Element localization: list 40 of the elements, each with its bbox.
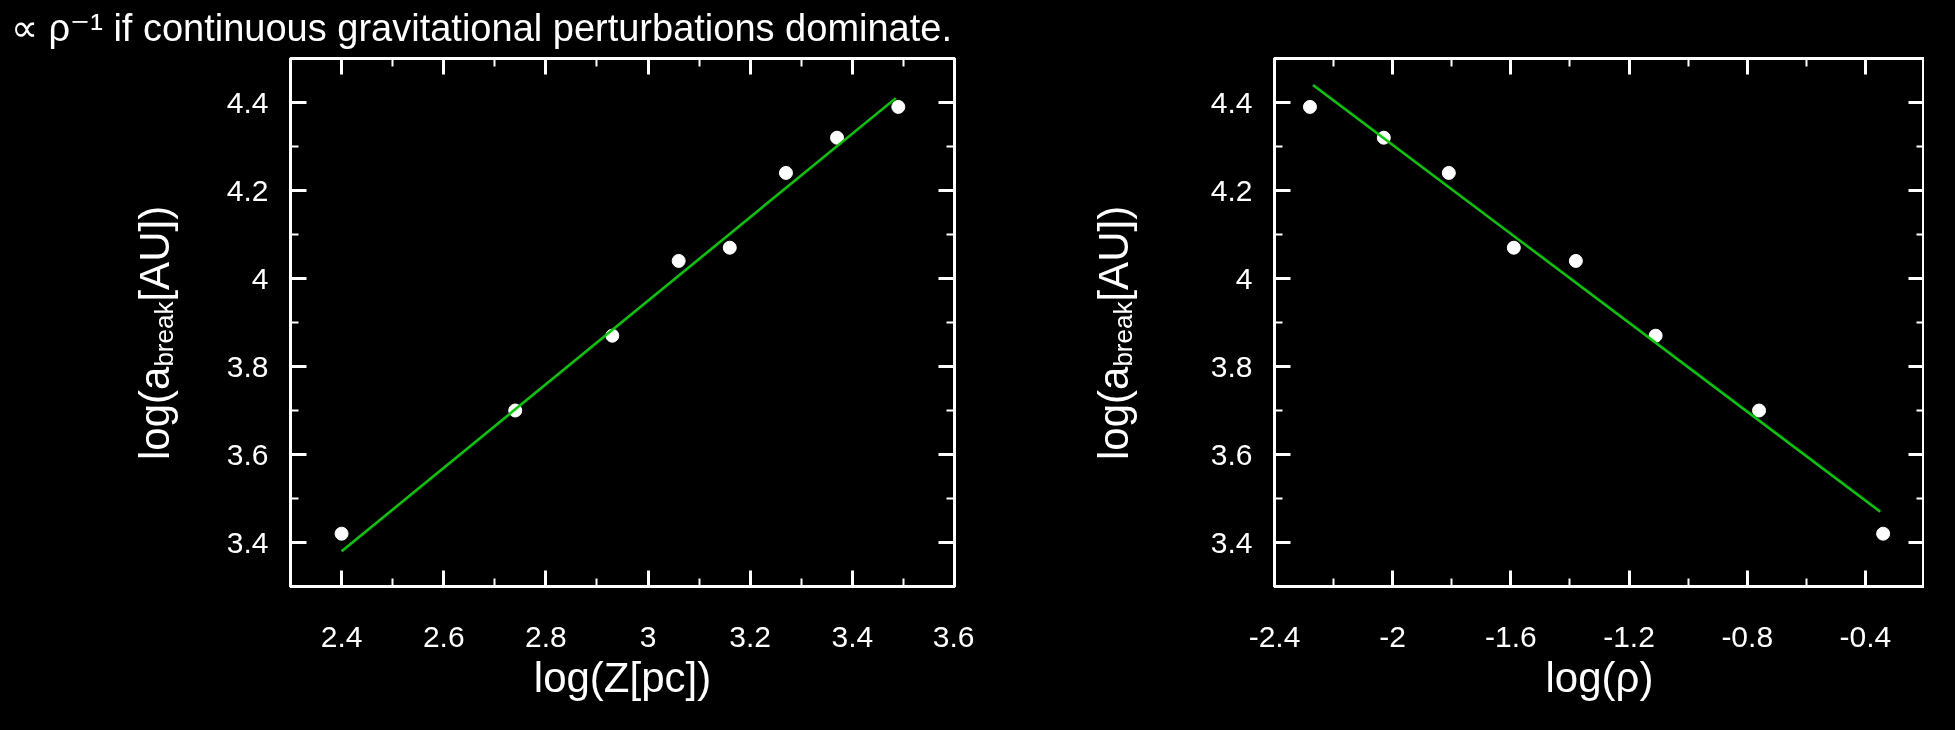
- x-tick-label: 3.2: [729, 619, 772, 653]
- point: [722, 240, 737, 255]
- x-tick-label: -2.4: [1248, 619, 1301, 653]
- x-tick-label: 2.8: [525, 619, 567, 653]
- x-tick-label: -2: [1379, 619, 1407, 653]
- point: [778, 165, 793, 180]
- x-tick-label: -0.4: [1839, 619, 1892, 653]
- y-tick-label: 4.2: [226, 173, 269, 207]
- y-tick-label: 4: [1235, 261, 1253, 295]
- y-tick-label: 4.2: [1210, 173, 1253, 207]
- y-tick-label: 3.8: [1210, 349, 1253, 383]
- point: [830, 130, 845, 145]
- y-tick-label: 3.4: [226, 525, 269, 559]
- x-tick-label: -0.8: [1721, 619, 1774, 653]
- y-tick-label: 3.6: [1210, 437, 1253, 471]
- point: [1302, 99, 1317, 114]
- y-tick-label: 4.4: [226, 85, 269, 119]
- point: [891, 99, 906, 114]
- y-tick-label: 3.4: [1210, 525, 1253, 559]
- y-tick-label: 4: [251, 261, 269, 295]
- point: [1441, 165, 1456, 180]
- point: [1752, 403, 1767, 418]
- x-tick-label: 3: [639, 619, 657, 653]
- x-tick-label: -1.2: [1603, 619, 1655, 653]
- point: [671, 253, 686, 268]
- y-tick-label: 4.4: [1210, 85, 1253, 119]
- x-axis-title: log(Z[pc]): [533, 653, 712, 701]
- point: [1568, 253, 1583, 268]
- point: [1876, 526, 1891, 541]
- point: [334, 526, 349, 541]
- x-tick-label: 2.4: [320, 619, 363, 653]
- y-tick-label: 3.6: [226, 437, 269, 471]
- x-tick-label: 2.6: [422, 619, 465, 653]
- x-tick-label: -1.6: [1485, 619, 1537, 653]
- point: [1506, 240, 1521, 255]
- x-tick-label: 3.6: [932, 619, 975, 653]
- x-axis-title: log(ρ): [1545, 653, 1654, 701]
- y-tick-label: 3.8: [226, 349, 269, 383]
- chart-title: ∝ ρ⁻¹ if continuous gravitational perturbations dominate.: [11, 6, 953, 51]
- x-tick-label: 3.4: [831, 619, 874, 653]
